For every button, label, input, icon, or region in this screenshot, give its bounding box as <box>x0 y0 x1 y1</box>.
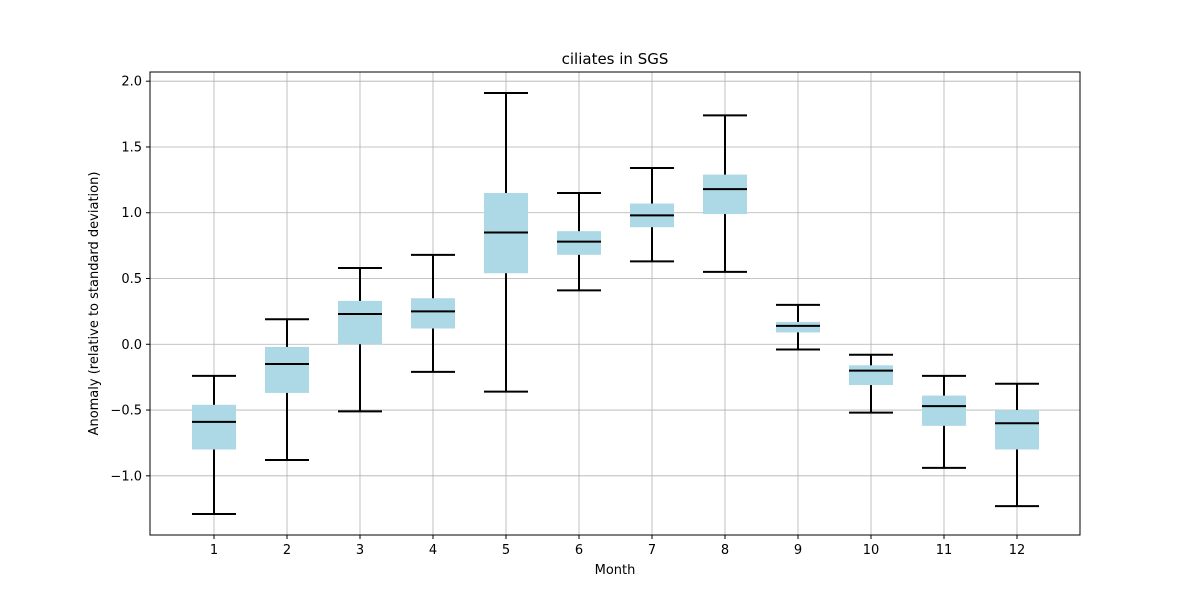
chart-title: ciliates in SGS <box>562 50 669 68</box>
x-tick-label: 11 <box>936 543 953 558</box>
x-tick-label: 7 <box>648 543 656 558</box>
y-axis-label: Anomaly (relative to standard deviation) <box>87 172 102 436</box>
x-tick-label: 6 <box>575 543 583 558</box>
box-iqr <box>922 395 966 426</box>
y-tick-label: 0.5 <box>121 272 142 287</box>
box-month-2 <box>265 318 309 462</box>
x-tick-label: 2 <box>283 543 291 558</box>
x-axis-label: Month <box>595 563 636 578</box>
box-month-1 <box>192 374 236 515</box>
box-month-12 <box>995 382 1039 508</box>
x-axis-ticks: 1 2 3 4 5 6 7 8 9 10 11 12 <box>210 535 1025 558</box>
box-series <box>192 92 1039 515</box>
x-tick-label: 9 <box>794 543 802 558</box>
y-tick-label: −1.0 <box>110 469 142 484</box>
box-iqr <box>849 365 893 386</box>
box-month-9 <box>776 303 820 351</box>
box-iqr <box>338 300 382 345</box>
x-tick-label: 8 <box>721 543 729 558</box>
x-tick-label: 4 <box>429 543 437 558</box>
x-tick-label: 3 <box>356 543 364 558</box>
box-month-5 <box>484 92 528 393</box>
box-month-6 <box>557 192 601 292</box>
y-axis-ticks: −1.0 −0.5 0.0 0.5 1.0 1.5 2.0 <box>110 75 150 484</box>
box-month-11 <box>922 374 966 469</box>
box-iqr <box>265 346 309 393</box>
box-month-4 <box>411 253 455 373</box>
y-tick-label: 0.0 <box>121 338 142 353</box>
x-tick-label: 5 <box>502 543 510 558</box>
box-month-3 <box>338 266 382 413</box>
y-tick-label: 1.5 <box>121 140 142 155</box>
box-iqr <box>557 231 601 255</box>
y-tick-label: 2.0 <box>121 75 142 90</box>
box-iqr <box>192 404 236 450</box>
box-month-10 <box>849 353 893 414</box>
box-month-8 <box>703 114 747 273</box>
x-tick-label: 12 <box>1009 543 1026 558</box>
box-iqr <box>411 298 455 329</box>
box-iqr <box>703 174 747 215</box>
box-iqr <box>995 410 1039 450</box>
x-tick-label: 10 <box>863 543 880 558</box>
y-tick-label: −0.5 <box>110 404 142 419</box>
box-month-7 <box>630 167 674 263</box>
x-tick-label: 1 <box>210 543 218 558</box>
y-tick-label: 1.0 <box>121 206 142 221</box>
plot-area-frame <box>149 71 1081 536</box>
box-iqr <box>776 321 820 333</box>
